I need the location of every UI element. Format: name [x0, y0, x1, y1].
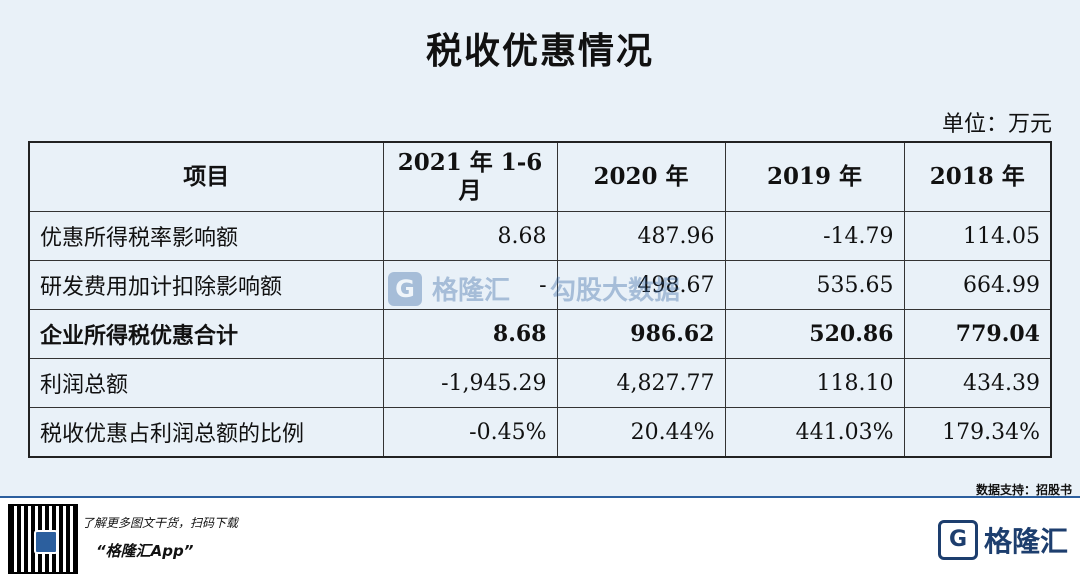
- table-row: 研发费用加计扣除影响额 - 498.67 535.65 664.99: [28, 260, 1052, 310]
- brand: G 格隆汇: [937, 520, 1068, 560]
- cell-value: 487.96: [556, 211, 726, 261]
- table-row-total: 企业所得税优惠合计 8.68 986.62 520.86 779.04: [28, 309, 1052, 359]
- cell-value: 4,827.77: [556, 358, 726, 408]
- row-label: 研发费用加计扣除影响额: [28, 260, 384, 310]
- cell-value: -: [382, 260, 558, 310]
- header-2019: 2019 年: [724, 141, 905, 212]
- row-label: 企业所得税优惠合计: [28, 309, 384, 359]
- row-label: 利润总额: [28, 358, 384, 408]
- cell-value: 8.68: [382, 211, 558, 261]
- footer-bar: 了解更多图文干货，扫码下载 “格隆汇App” G 格隆汇: [0, 496, 1080, 578]
- table-header-row: 项目 2021 年 1-6 月 2020 年 2019 年 2018 年: [28, 141, 1052, 212]
- row-label: 税收优惠占利润总额的比例: [28, 407, 384, 458]
- tax-incentive-table: 项目 2021 年 1-6 月 2020 年 2019 年 2018 年 优惠所…: [28, 141, 1052, 458]
- cell-value: 664.99: [903, 260, 1052, 310]
- cell-value: 779.04: [903, 309, 1052, 359]
- header-2020: 2020 年: [556, 141, 726, 212]
- unit-label: 单位：万元: [941, 112, 1052, 137]
- cell-value: 118.10: [724, 358, 905, 408]
- cell-value: 179.34%: [903, 407, 1052, 458]
- source-note: 数据支持：招股书: [975, 483, 1072, 497]
- cell-value: -1,945.29: [382, 358, 558, 408]
- cell-value: 20.44%: [556, 407, 726, 458]
- header-2021h1: 2021 年 1-6 月: [382, 141, 558, 212]
- table-row: 利润总额 -1,945.29 4,827.77 118.10 434.39: [28, 358, 1052, 408]
- cell-value: 498.67: [556, 260, 726, 310]
- qr-code-icon: [8, 504, 78, 574]
- cell-value: 434.39: [903, 358, 1052, 408]
- cell-value: 441.03%: [724, 407, 905, 458]
- cell-value: -14.79: [724, 211, 905, 261]
- cell-value: -0.45%: [382, 407, 558, 458]
- cell-value: 520.86: [724, 309, 905, 359]
- header-item: 项目: [28, 141, 384, 212]
- cell-value: 535.65: [724, 260, 905, 310]
- cell-value: 8.68: [382, 309, 558, 359]
- header-2018: 2018 年: [903, 141, 1052, 212]
- table-row: 税收优惠占利润总额的比例 -0.45% 20.44% 441.03% 179.3…: [28, 407, 1052, 458]
- app-name: “格隆汇App”: [96, 542, 194, 560]
- brand-logo-icon: G: [937, 520, 978, 560]
- brand-name: 格隆汇: [983, 525, 1068, 558]
- cell-value: 986.62: [556, 309, 726, 359]
- row-label: 优惠所得税率影响额: [28, 211, 384, 261]
- promo-text: 了解更多图文干货，扫码下载: [82, 516, 239, 530]
- table-row: 优惠所得税率影响额 8.68 487.96 -14.79 114.05: [28, 211, 1052, 261]
- page-title: 税收优惠情况: [425, 31, 654, 72]
- cell-value: 114.05: [903, 211, 1052, 261]
